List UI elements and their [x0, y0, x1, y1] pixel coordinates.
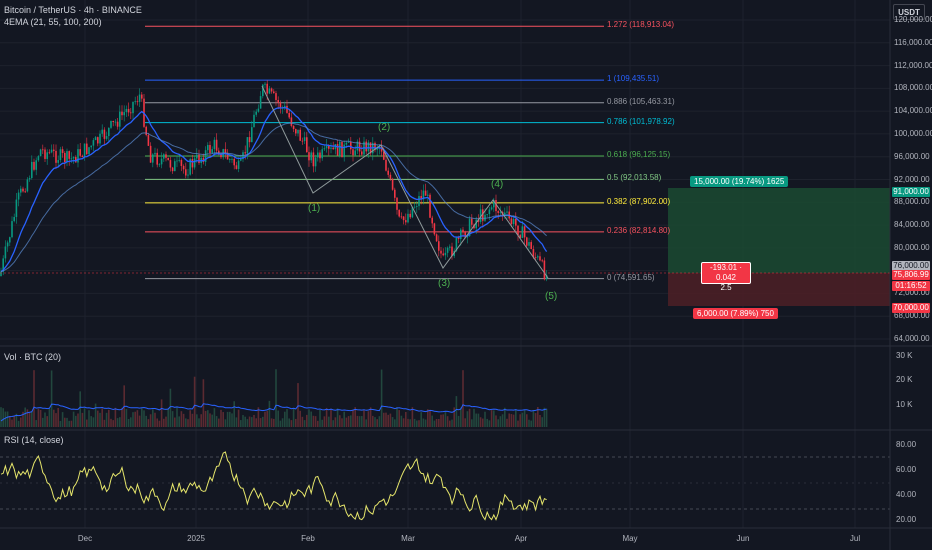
- position-center-box[interactable]: -193.01 · 0.042 2.5: [701, 262, 751, 292]
- volume-bars: [0, 369, 548, 427]
- position-ratio: 2.5: [720, 283, 732, 292]
- fib-label: 0.618 (96,125.15): [607, 150, 671, 159]
- price-tick: 64,000.00: [894, 334, 930, 343]
- rsi-tick: 40.00: [896, 490, 917, 499]
- wave-label: (2): [378, 122, 391, 133]
- rsi-bands: [0, 456, 890, 510]
- price-tick: 68,000.00: [894, 311, 930, 321]
- price-tick: 80,000.00: [894, 242, 930, 252]
- wave-label: (1): [308, 203, 321, 214]
- volume-title[interactable]: Vol · BTC (20): [4, 352, 62, 362]
- target-zone: [668, 188, 890, 273]
- fib-label: 0 (74,591.65): [607, 272, 655, 282]
- volume-tick: 20 K: [896, 375, 913, 384]
- fib-label: 1.272 (118,913.04): [607, 20, 675, 30]
- price-tick: 84,000.00: [894, 220, 930, 230]
- price-tick: 88,000.00: [894, 197, 930, 207]
- fib-label: 0.382 (87,902.00): [607, 196, 671, 206]
- currency-button[interactable]: USDT: [893, 4, 925, 20]
- time-label: Dec: [77, 534, 93, 543]
- stop-label: 6,000.00 (7.89%) 750: [693, 308, 778, 319]
- price-tick: 120,000.00: [894, 15, 932, 24]
- price-tick: 96,000.00: [894, 151, 930, 161]
- price-tick: 92,000.00: [894, 174, 930, 184]
- wave-label: (5): [545, 291, 558, 302]
- time-label: May: [622, 534, 638, 543]
- price-tag: 76,000.00: [892, 261, 930, 271]
- volume-tick: 30 K: [896, 351, 913, 360]
- time-label: Mar: [401, 534, 415, 543]
- time-label: 2025: [187, 534, 205, 543]
- elliott-wave-path[interactable]: [261, 85, 549, 279]
- rsi-tick: 20.00: [896, 515, 917, 524]
- price-tag: 75,806.99: [892, 270, 930, 280]
- fib-label: 0.5 (92,013.58): [607, 173, 662, 183]
- time-label: Apr: [514, 534, 528, 543]
- price-tick: 116,000.00: [894, 37, 932, 47]
- price-tag: 01:16:52: [892, 281, 930, 291]
- fib-label: 0.886 (105,463.31): [607, 96, 675, 106]
- price-tag: 91,000.00: [892, 187, 930, 197]
- ema-line: [0, 106, 548, 273]
- rsi-title[interactable]: RSI (14, close): [4, 435, 64, 445]
- fib-label: 0.236 (82,814.80): [607, 225, 671, 235]
- ema-line-slow: [0, 122, 547, 273]
- time-label: Jun: [736, 534, 750, 543]
- wave-label: (4): [491, 179, 504, 190]
- price-tag: 70,000.00: [892, 303, 930, 313]
- price-tick: 108,000.00: [894, 83, 932, 93]
- fib-label: 0.786 (101,978.92): [607, 116, 675, 126]
- time-label: Feb: [301, 534, 315, 543]
- wave-label: (3): [438, 278, 451, 289]
- position-pnl: -193.01 · 0.042: [709, 263, 743, 282]
- rsi-tick: 80.00: [896, 440, 917, 449]
- volume-tick: 10 K: [896, 400, 913, 409]
- ema-indicator-legend[interactable]: 4EMA (21, 55, 100, 200): [4, 17, 102, 27]
- time-label: Jul: [849, 534, 861, 543]
- candlestick-series: [0, 80, 548, 282]
- price-tick: 104,000.00: [894, 106, 932, 116]
- price-tick: 112,000.00: [894, 60, 932, 70]
- fib-label: 1 (109,435.51): [607, 74, 660, 84]
- target-label: 15,000.00 (19.74%) 1625: [690, 176, 789, 187]
- long-position-tool[interactable]: [668, 188, 890, 306]
- symbol-title[interactable]: Bitcoin / TetherUS · 4h · BINANCE: [4, 5, 142, 15]
- rsi-line: [0, 451, 547, 521]
- price-tick: 72,000.00: [894, 288, 930, 298]
- rsi-tick: 60.00: [896, 465, 917, 474]
- volume-ma-line: [0, 403, 547, 422]
- price-tick: 100,000.00: [894, 128, 932, 138]
- fibonacci-retracement[interactable]: [145, 25, 604, 280]
